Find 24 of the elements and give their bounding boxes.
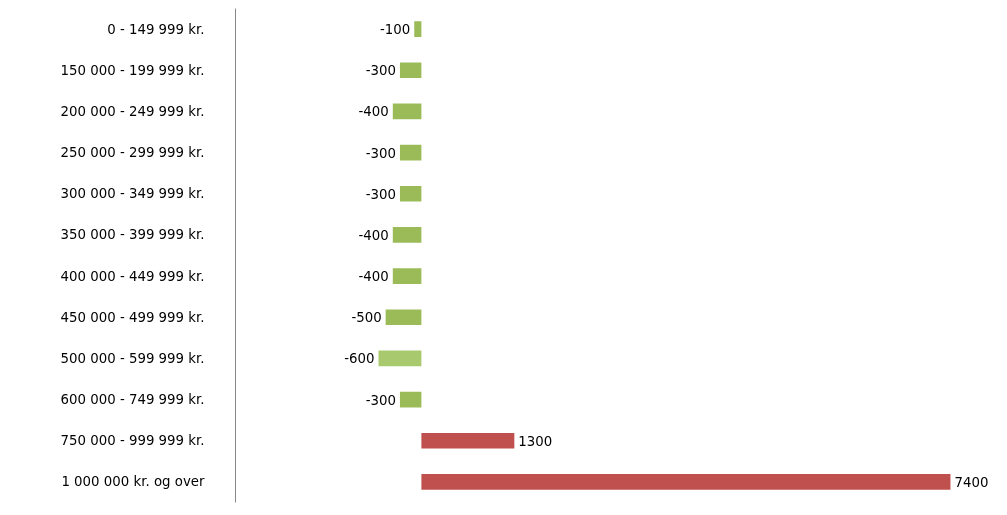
- y-tick-label: 200 000 - 249 999 kr.: [60, 103, 205, 119]
- y-tick-label: 0 - 149 999 kr.: [107, 21, 205, 37]
- data-label: -300: [365, 63, 396, 79]
- y-tick-label: 450 000 - 499 999 kr.: [60, 309, 205, 325]
- data-label: -500: [351, 310, 382, 326]
- y-tick-label: 350 000 - 399 999 kr.: [60, 227, 205, 243]
- data-label: 7400: [954, 474, 989, 490]
- y-tick-label: 300 000 - 349 999 kr.: [60, 186, 205, 202]
- data-label: -400: [358, 104, 389, 120]
- y-tick-label: 150 000 - 199 999 kr.: [60, 62, 205, 78]
- y-tick-label: 500 000 - 599 999 kr.: [60, 350, 205, 366]
- y-tick-label: 1 000 000 kr. og over: [61, 474, 206, 490]
- data-label: -600: [344, 351, 375, 367]
- y-tick-label: 750 000 - 999 999 kr.: [60, 433, 205, 449]
- data-label: -300: [365, 186, 396, 202]
- y-tick-label: 600 000 - 749 999 kr.: [60, 392, 205, 408]
- y-tick-label: 400 000 - 449 999 kr.: [60, 268, 205, 284]
- y-tick-label: 250 000 - 299 999 kr.: [60, 145, 205, 161]
- data-label: -100: [379, 22, 411, 38]
- data-label: -400: [358, 227, 389, 243]
- data-label: -300: [365, 392, 396, 408]
- data-label: -300: [365, 145, 396, 161]
- data-label: -400: [358, 269, 389, 285]
- data-label: 1300: [518, 433, 553, 449]
